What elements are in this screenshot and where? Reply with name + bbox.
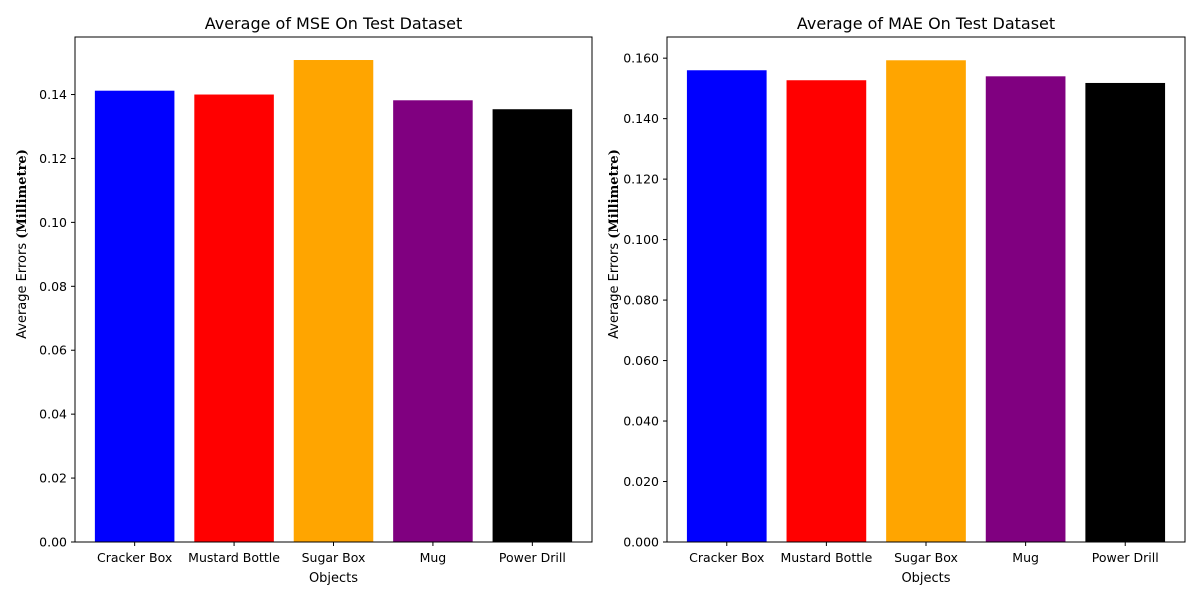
- chart-title: Average of MAE On Test Dataset: [797, 14, 1055, 33]
- bar-mug: [985, 76, 1066, 542]
- y-tick-label: 0.00: [39, 535, 67, 550]
- x-tick-label: Mustard Bottle: [780, 550, 872, 565]
- bar-sugar-box: [293, 60, 374, 542]
- y-tick-label: 0.000: [623, 535, 659, 550]
- y-axis-label-prefix: Average Errors: [15, 239, 30, 339]
- y-tick-label: 0.040: [623, 414, 659, 429]
- x-tick-label: Mug: [420, 550, 447, 565]
- x-axis-label: Objects: [309, 571, 358, 586]
- y-tick-label: 0.04: [39, 407, 67, 422]
- x-tick-label: Cracker Box: [97, 550, 172, 565]
- y-axis-label-prefix: Average Errors: [607, 239, 622, 339]
- bar-sugar-box: [886, 60, 966, 542]
- y-tick-label: 0.08: [39, 279, 67, 294]
- y-tick-label: 0.060: [623, 353, 659, 368]
- x-tick-label: Mustard Bottle: [188, 550, 280, 565]
- y-axis-label-unit: (Millimetre): [607, 149, 622, 239]
- y-tick-label: 0.160: [623, 51, 659, 66]
- y-axis-label-unit: (Millimetre): [15, 149, 30, 239]
- mse-chart-panel: Average of MSE On Test Dataset Objects A…: [15, 14, 593, 586]
- x-ticks: Cracker Box Mustard Bottle Sugar Box Mug Pow…: [689, 542, 1159, 565]
- y-tick-label: 0.020: [623, 474, 659, 489]
- x-tick-label: Power Drill: [499, 550, 566, 565]
- bar-mustard-bottle: [194, 94, 274, 542]
- y-ticks: 0.00 0.02 0.04 0.06 0.08 0.10 0.12 0.14: [39, 87, 75, 550]
- y-tick-label: 0.080: [623, 293, 659, 308]
- mae-chart-panel: Average of MAE On Test Dataset Objects A…: [607, 14, 1186, 586]
- x-ticks: Cracker Box Mustard Bottle Sugar Box Mug Pow…: [97, 542, 566, 565]
- chart-title: Average of MSE On Test Dataset: [205, 14, 463, 33]
- x-tick-label: Cracker Box: [689, 550, 764, 565]
- bar-mug: [393, 100, 473, 542]
- y-tick-label: 0.06: [39, 343, 67, 358]
- y-tick-label: 0.14: [39, 87, 67, 102]
- y-tick-label: 0.140: [623, 111, 659, 126]
- x-axis-label: Objects: [901, 571, 950, 586]
- bar-cracker-box: [686, 70, 767, 542]
- plot-area-frame: [666, 36, 1186, 543]
- y-axis-label: Average Errors (Millimetre): [607, 149, 622, 339]
- bar-group: [94, 60, 573, 542]
- x-tick-label: Power Drill: [1092, 550, 1159, 565]
- bar-group: [686, 60, 1166, 543]
- x-tick-label: Sugar Box: [894, 550, 958, 565]
- y-tick-label: 0.02: [39, 471, 67, 486]
- y-axis-label: Average Errors (Millimetre): [15, 149, 30, 339]
- plot-area-frame: [74, 36, 593, 543]
- bar-power-drill: [1085, 82, 1166, 543]
- y-ticks: 0.000 0.020 0.040 0.060 0.080 0.100 0.120 0.140…: [623, 51, 667, 550]
- y-tick-label: 0.100: [623, 232, 659, 247]
- x-tick-label: Sugar Box: [302, 550, 366, 565]
- bar-power-drill: [492, 109, 573, 542]
- x-tick-label: Mug: [1012, 550, 1039, 565]
- bar-cracker-box: [94, 90, 175, 542]
- y-tick-label: 0.10: [39, 215, 67, 230]
- bar-mustard-bottle: [786, 80, 867, 543]
- y-tick-label: 0.12: [39, 151, 67, 166]
- y-tick-label: 0.120: [623, 172, 659, 187]
